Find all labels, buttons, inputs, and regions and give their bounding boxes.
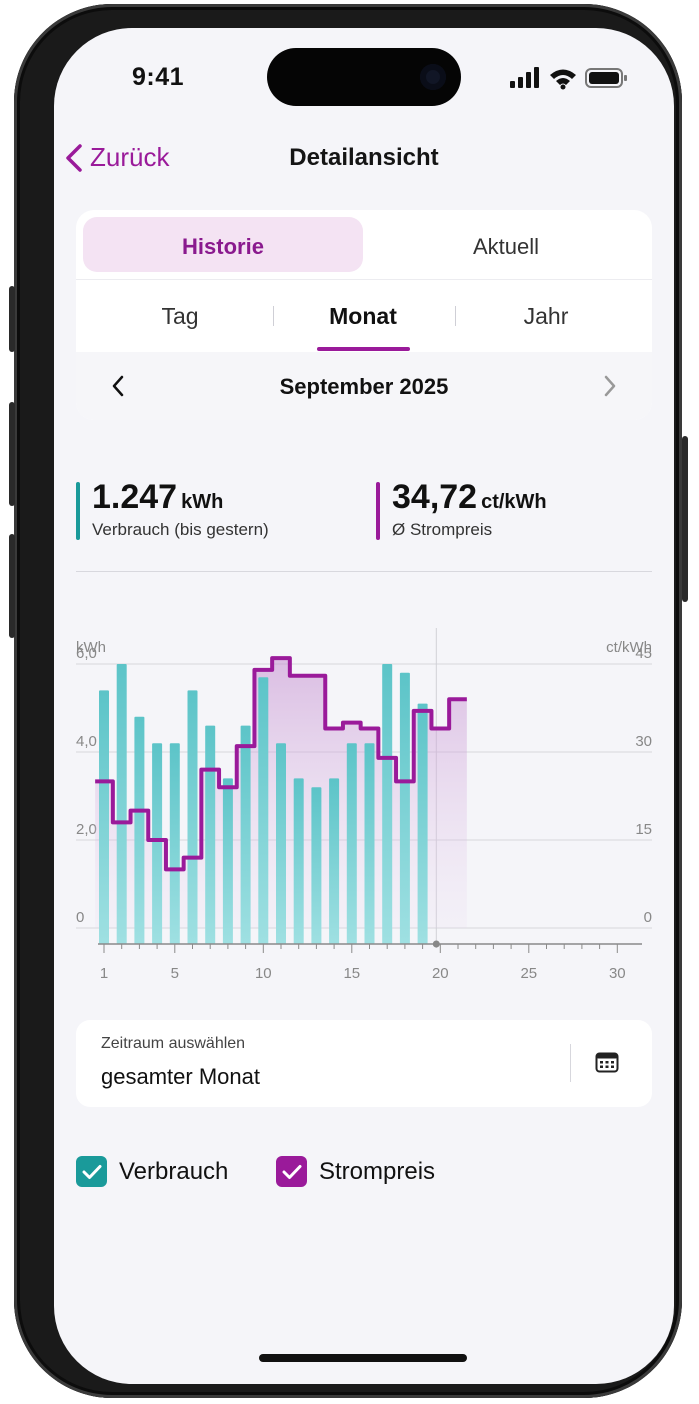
month-label: September 2025 xyxy=(279,374,449,399)
x-tick-label: 1 xyxy=(100,965,108,982)
left-tick-label: 6,0 xyxy=(76,645,97,662)
checkbox-verbrauch-label: Verbrauch xyxy=(119,1157,229,1185)
filter-card: Historie Aktuell Tag Monat Jahr Septembe… xyxy=(76,210,652,420)
price-line xyxy=(95,656,467,872)
next-month-button[interactable] xyxy=(603,374,617,403)
left-tick-label: 2,0 xyxy=(76,821,97,838)
divider xyxy=(76,571,652,572)
status-icons xyxy=(510,66,630,95)
current-day-marker xyxy=(432,940,440,948)
x-tick-label: 20 xyxy=(432,965,449,982)
consumption-bar xyxy=(293,778,304,944)
tab-historie[interactable] xyxy=(83,217,363,272)
power-button xyxy=(682,436,688,602)
signal-icon xyxy=(510,67,539,88)
consumption-bar xyxy=(240,725,251,944)
phone-frame: 9:41 xyxy=(9,4,688,1398)
dynamic-island xyxy=(267,48,461,106)
stat-strompreis-label: Ø Strompreis xyxy=(392,520,493,539)
chevron-right-icon xyxy=(604,375,616,397)
consumption-bar xyxy=(417,703,428,944)
previous-month-button[interactable] xyxy=(111,374,125,403)
chevron-left-icon xyxy=(66,143,82,172)
consumption-bar xyxy=(399,672,410,944)
consumption-bar xyxy=(382,664,393,944)
consumption-bar xyxy=(169,743,180,944)
x-tick-label: 25 xyxy=(520,965,537,982)
status-time: 9:41 xyxy=(132,63,185,91)
range-label: Zeitraum auswählen xyxy=(101,1035,246,1052)
consumption-bar xyxy=(329,778,340,944)
back-button[interactable]: Zurück xyxy=(64,142,169,173)
month-selector: September 2025 xyxy=(76,352,652,420)
page-title: Detailansicht xyxy=(289,144,439,171)
divider xyxy=(76,279,652,280)
right-axis-unit: ct/kWh xyxy=(606,639,652,656)
checkmark-icon xyxy=(82,1164,101,1179)
range-separator xyxy=(570,1044,571,1082)
toggle-verbrauch[interactable]: Verbrauch xyxy=(76,1156,228,1187)
left-tick-label: 0 xyxy=(76,909,84,926)
home-indicator xyxy=(259,1354,467,1362)
stat-strompreis-unit: ct/kWh xyxy=(481,491,547,513)
camera-icon xyxy=(420,64,446,90)
consumption-bar xyxy=(311,787,322,944)
left-tick-label: 4,0 xyxy=(76,733,97,750)
left-axis-unit: kWh xyxy=(76,639,106,656)
volume-down-button xyxy=(9,534,15,638)
volume-up-button xyxy=(9,402,15,506)
right-tick-label: 0 xyxy=(644,909,652,926)
right-tick-label: 15 xyxy=(635,821,652,838)
period-separator xyxy=(455,306,456,326)
battery-icon xyxy=(585,68,627,88)
stat-verbrauch-value-group: 1.247 kWh xyxy=(92,478,223,517)
consumption-bar xyxy=(116,664,127,944)
x-tick-label: 5 xyxy=(171,965,179,982)
consumption-price-chart: kWh ct/kWh 0 02,0 154,0 306,0 45 1 5 10 15 20 25 3… xyxy=(76,628,652,982)
consumption-bar xyxy=(346,743,357,944)
action-button xyxy=(9,286,15,352)
consumption-bar xyxy=(205,725,216,944)
period-tag[interactable]: Tag xyxy=(161,303,199,329)
period-monat[interactable]: Monat xyxy=(329,303,397,329)
range-value: gesamter Monat xyxy=(101,1064,260,1089)
stat-verbrauch-marker xyxy=(76,482,80,540)
checkbox-strompreis[interactable] xyxy=(276,1156,307,1187)
chevron-left-icon xyxy=(112,375,124,397)
x-tick-label: 15 xyxy=(343,965,360,982)
consumption-bar xyxy=(134,716,145,944)
checkmark-icon xyxy=(282,1164,301,1179)
stat-verbrauch-label: Verbrauch (bis gestern) xyxy=(92,520,269,539)
screen: 9:41 xyxy=(54,28,674,1384)
x-tick-label: 10 xyxy=(255,965,272,982)
period-active-indicator xyxy=(317,347,410,351)
checkbox-strompreis-label: Strompreis xyxy=(319,1157,436,1185)
stat-strompreis-marker xyxy=(376,482,380,540)
stat-strompreis-value: 34,72 xyxy=(392,478,478,516)
calendar-icon[interactable] xyxy=(595,1051,619,1078)
back-label: Zurück xyxy=(90,142,170,172)
wifi-icon xyxy=(550,69,576,90)
toggle-strompreis[interactable]: Strompreis xyxy=(276,1156,435,1187)
consumption-bar xyxy=(152,743,163,944)
tab-historie-label: Historie xyxy=(182,234,264,259)
consumption-bar xyxy=(258,677,269,944)
right-tick-label: 45 xyxy=(635,645,652,662)
period-separator xyxy=(273,306,274,326)
consumption-bar xyxy=(187,690,198,944)
x-tick-label: 30 xyxy=(609,965,626,982)
consumption-bar xyxy=(276,743,286,944)
period-jahr[interactable]: Jahr xyxy=(523,303,569,329)
right-tick-label: 30 xyxy=(635,733,652,750)
stat-verbrauch-value: 1.247 xyxy=(92,478,178,516)
tab-aktuell[interactable]: Aktuell xyxy=(472,234,540,259)
stat-strompreis-value-group: 34,72 ct/kWh xyxy=(392,478,547,517)
stat-verbrauch-unit: kWh xyxy=(181,491,224,513)
consumption-bar xyxy=(222,778,233,944)
navigation-bar: Zurück Detailansicht xyxy=(54,138,674,182)
consumption-bar xyxy=(99,690,109,944)
checkbox-verbrauch[interactable] xyxy=(76,1156,107,1187)
date-range-picker[interactable]: Zeitraum auswählen gesamter Monat xyxy=(76,1020,652,1107)
consumption-bar xyxy=(364,743,375,944)
